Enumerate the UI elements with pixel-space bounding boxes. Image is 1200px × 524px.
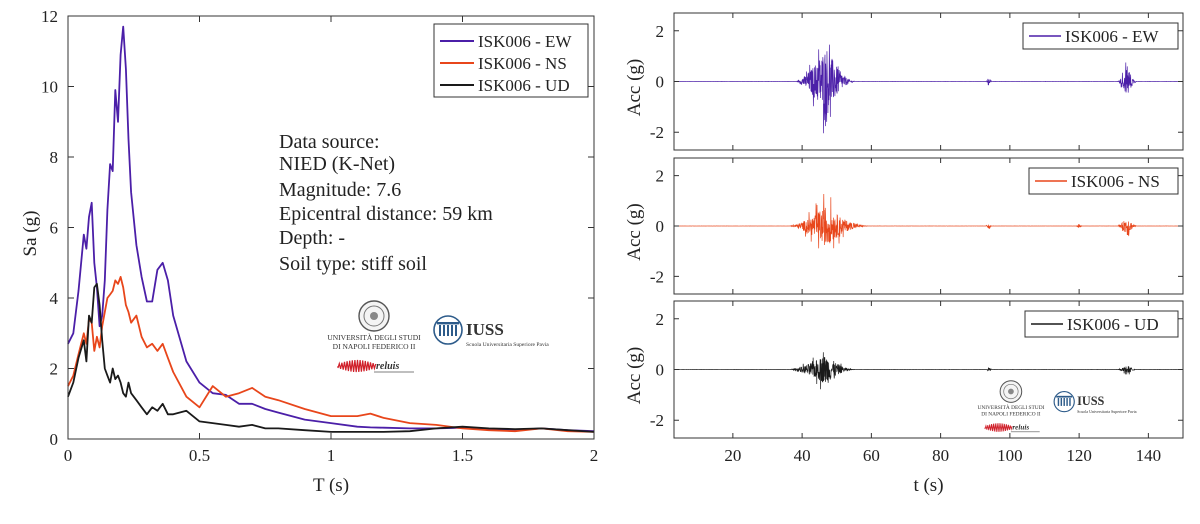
acc-y-axis-label: Acc (g) bbox=[624, 347, 645, 405]
seal-inner bbox=[363, 305, 385, 327]
acc-waveform-0 bbox=[673, 44, 1184, 134]
iuss-column bbox=[447, 325, 449, 336]
iuss-name: IUSS bbox=[1077, 394, 1104, 408]
acc-y-tick-label: 0 bbox=[656, 73, 665, 92]
x-tick-label: 0.5 bbox=[189, 446, 210, 465]
acc-x-tick-label: 20 bbox=[724, 446, 741, 465]
x-axis-label: T (s) bbox=[313, 475, 349, 496]
y-tick-label: 10 bbox=[41, 78, 58, 97]
unina-seal-icon bbox=[999, 380, 1023, 403]
reluis-logo-text: reluis bbox=[1012, 424, 1029, 432]
legend-label: ISK006 - NS bbox=[1071, 172, 1160, 191]
y-tick-label: 4 bbox=[50, 289, 59, 308]
iuss-name: IUSS bbox=[466, 320, 504, 339]
legend-label: ISK006 - EW bbox=[478, 32, 572, 51]
x-tick-label: 2 bbox=[590, 446, 599, 465]
unina-name-line2: DI NAPOLI FEDERICO II bbox=[333, 342, 416, 351]
iuss-column bbox=[439, 325, 441, 336]
reluis-wave-icon bbox=[337, 359, 377, 373]
legend-label: ISK006 - NS bbox=[478, 54, 567, 73]
acc-x-tick-label: 40 bbox=[794, 446, 811, 465]
iuss-subtitle: Scuola Universitaria Superiore Pavia bbox=[1077, 409, 1137, 414]
acc-y-tick-label: 0 bbox=[656, 361, 665, 380]
acc-x-tick-label: 100 bbox=[997, 446, 1023, 465]
iuss-column bbox=[451, 325, 453, 336]
iuss-column bbox=[455, 325, 457, 336]
acc-y-tick-label: 2 bbox=[656, 22, 665, 41]
x-tick-label: 1.5 bbox=[452, 446, 473, 465]
acc-y-tick-label: -2 bbox=[650, 411, 664, 430]
y-tick-label: 8 bbox=[50, 148, 59, 167]
spectrum-line-1 bbox=[67, 276, 595, 433]
iuss-subtitle: Scuola Universitaria Superiore Pavia bbox=[466, 342, 549, 348]
acc-y-tick-label: -2 bbox=[650, 123, 664, 142]
seal-center bbox=[1008, 388, 1014, 395]
x-tick-label: 1 bbox=[327, 446, 336, 465]
acc-y-tick-label: 2 bbox=[656, 310, 665, 329]
seal-center bbox=[370, 312, 378, 320]
seal-inner bbox=[1003, 383, 1019, 400]
legend-label: ISK006 - UD bbox=[1067, 315, 1159, 334]
iuss-building-icon bbox=[433, 315, 463, 345]
y-tick-label: 12 bbox=[41, 7, 58, 26]
unina-seal-icon bbox=[358, 300, 390, 332]
annotation-text: NIED (K-Net) bbox=[279, 153, 395, 175]
annotation-text: Depth: - bbox=[279, 227, 345, 249]
y-tick-label: 6 bbox=[50, 219, 59, 238]
acc-waveform-2 bbox=[673, 352, 1184, 390]
acc-y-tick-label: 2 bbox=[656, 167, 665, 186]
annotation-text: Data source: bbox=[279, 131, 380, 153]
iuss-roof bbox=[437, 322, 459, 325]
spectrum-line-2 bbox=[67, 283, 595, 433]
iuss-column bbox=[443, 325, 445, 336]
acc-x-tick-label: 60 bbox=[863, 446, 880, 465]
acc-legend-0: ISK006 - EW bbox=[1022, 22, 1179, 50]
acc-y-axis-label: Acc (g) bbox=[624, 203, 645, 261]
y-axis-label: Sa (g) bbox=[20, 211, 41, 257]
spectrum-line-0 bbox=[67, 25, 595, 433]
iuss-column bbox=[1057, 398, 1060, 406]
iuss-column bbox=[1069, 398, 1071, 406]
annotation-text: Magnitude: 7.6 bbox=[279, 179, 401, 201]
iuss-building-icon bbox=[1053, 390, 1075, 413]
iuss-roof bbox=[1056, 395, 1073, 398]
iuss-column bbox=[1060, 398, 1063, 406]
reluis-wave-icon bbox=[984, 423, 1013, 432]
iuss-column bbox=[1066, 398, 1068, 406]
acc-y-tick-label: 0 bbox=[656, 217, 665, 236]
annotation-text: Soil type: stiff soil bbox=[279, 253, 427, 275]
x-tick-label: 0 bbox=[64, 446, 73, 465]
legend-label: ISK006 - UD bbox=[478, 76, 570, 95]
acc-waveform-1 bbox=[673, 194, 1184, 249]
acc-legend-1: ISK006 - NS bbox=[1028, 167, 1179, 195]
acc-legend-2: ISK006 - UD bbox=[1024, 310, 1179, 338]
reluis-logo-text: reluis bbox=[376, 361, 399, 372]
iuss-column bbox=[1063, 398, 1065, 406]
acc-x-tick-label: 140 bbox=[1136, 446, 1162, 465]
acc-y-axis-label: Acc (g) bbox=[624, 59, 645, 117]
acc-x-tick-label: 120 bbox=[1066, 446, 1092, 465]
acc-x-axis-label: t (s) bbox=[913, 475, 943, 496]
acc-y-tick-label: -2 bbox=[650, 267, 664, 286]
unina-name-line2: DI NAPOLI FEDERICO II bbox=[981, 411, 1040, 417]
legend-label: ISK006 - EW bbox=[1065, 27, 1159, 46]
y-tick-label: 2 bbox=[50, 360, 59, 379]
y-tick-label: 0 bbox=[50, 430, 59, 449]
acc-x-tick-label: 80 bbox=[932, 446, 949, 465]
annotation-text: Epicentral distance: 59 km bbox=[279, 203, 493, 225]
unina-name-line1: UNIVERSITÀ DEGLI STUDI bbox=[977, 403, 1044, 411]
spectra-legend: ISK006 - EW ISK006 - NS ISK006 - UD bbox=[433, 23, 589, 98]
unina-name-line1: UNIVERSITÀ DEGLI STUDI bbox=[327, 332, 421, 342]
